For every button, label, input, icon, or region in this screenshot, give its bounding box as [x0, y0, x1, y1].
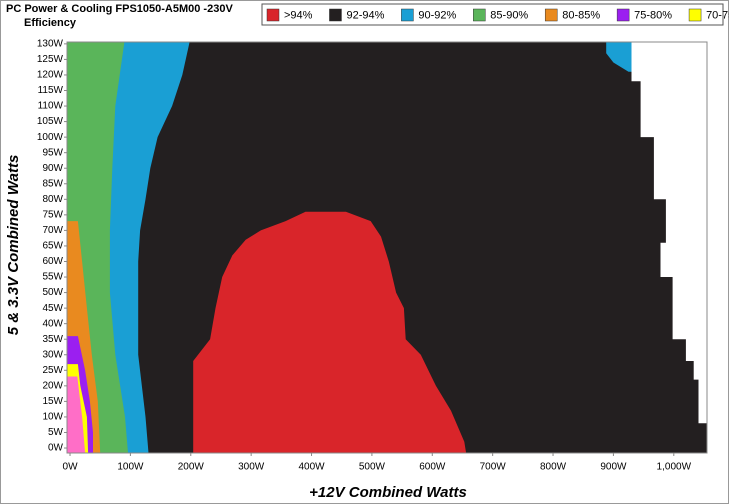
legend-label: 92-94% [346, 9, 384, 21]
legend-swatch [688, 8, 702, 22]
efficiency-region [67, 376, 86, 453]
y-tick-label: 35W [42, 334, 63, 345]
plot-area [67, 42, 707, 453]
y-tick-label: 80W [42, 194, 63, 205]
y-tick-label: 105W [37, 116, 64, 127]
y-tick-label: 85W [42, 178, 63, 189]
legend-label: 70-75% [706, 9, 729, 21]
y-tick-label: 75W [42, 209, 63, 220]
legend-swatch [616, 8, 630, 22]
legend-label: 75-80% [634, 9, 672, 21]
y-tick-label: 10W [42, 412, 63, 423]
y-tick-label: 50W [42, 287, 63, 298]
y-tick-label: 90W [42, 163, 63, 174]
legend-label: >94% [284, 9, 313, 21]
y-tick-label: 110W [38, 101, 64, 112]
legend-label: 85-90% [490, 9, 528, 21]
chart-title: PC Power & Cooling FPS1050-A5M00 -230V [6, 3, 233, 15]
y-tick-label: 15W [42, 396, 63, 407]
legend-swatch [329, 8, 342, 22]
legend-label: 90-92% [418, 9, 456, 21]
x-axis-title: +12V Combined Watts [309, 484, 467, 501]
x-tick-label: 500W [359, 462, 386, 473]
y-tick-label: 70W [42, 225, 63, 236]
y-tick-label: 0W [48, 443, 64, 454]
chart-subtitle: Efficiency [24, 17, 77, 29]
y-tick-label: 45W [42, 303, 63, 314]
legend-swatch [266, 8, 280, 22]
y-tick-label: 120W [37, 70, 64, 81]
legend-box [261, 3, 724, 26]
x-tick-label: 600W [419, 462, 446, 473]
y-tick-label: 30W [42, 349, 63, 360]
x-tick-label: 100W [117, 462, 144, 473]
y-tick-label: 60W [42, 256, 63, 267]
y-tick-label: 65W [42, 241, 63, 252]
efficiency-region [193, 211, 467, 453]
x-tick-label: 0W [63, 462, 79, 473]
y-tick-label: 95W [42, 147, 63, 158]
legend-label: 80-85% [562, 9, 600, 21]
y-tick-label: 125W [37, 54, 64, 65]
legend: >94% 92-94% 90-92% 85-90% 80-85% 75-80% 70-75%… [266, 8, 729, 22]
y-tick-label: 100W [37, 132, 64, 143]
y-tick-label: 115W [38, 85, 64, 96]
x-tick-label: 700W [480, 462, 507, 473]
y-axis-title: 5 & 3.3V Combined Watts [5, 155, 22, 336]
x-tick-label: 800W [540, 462, 567, 473]
x-tick-label: 1,000W [657, 462, 692, 473]
x-tick-label: 400W [298, 462, 325, 473]
x-tick-label: 300W [238, 462, 265, 473]
y-tick-label: 55W [42, 272, 63, 283]
x-tick-label: 200W [178, 462, 205, 473]
y-tick-label: 130W [37, 39, 64, 50]
legend-swatch [544, 8, 558, 22]
y-tick-label: 20W [42, 380, 63, 391]
legend-swatch [401, 8, 414, 22]
legend-swatch [473, 8, 486, 22]
y-tick-label: 5W [48, 427, 64, 438]
y-tick-label: 40W [42, 318, 63, 329]
y-tick-label: 25W [42, 365, 63, 376]
plot-border [66, 41, 708, 454]
x-tick-label: 900W [600, 462, 627, 473]
